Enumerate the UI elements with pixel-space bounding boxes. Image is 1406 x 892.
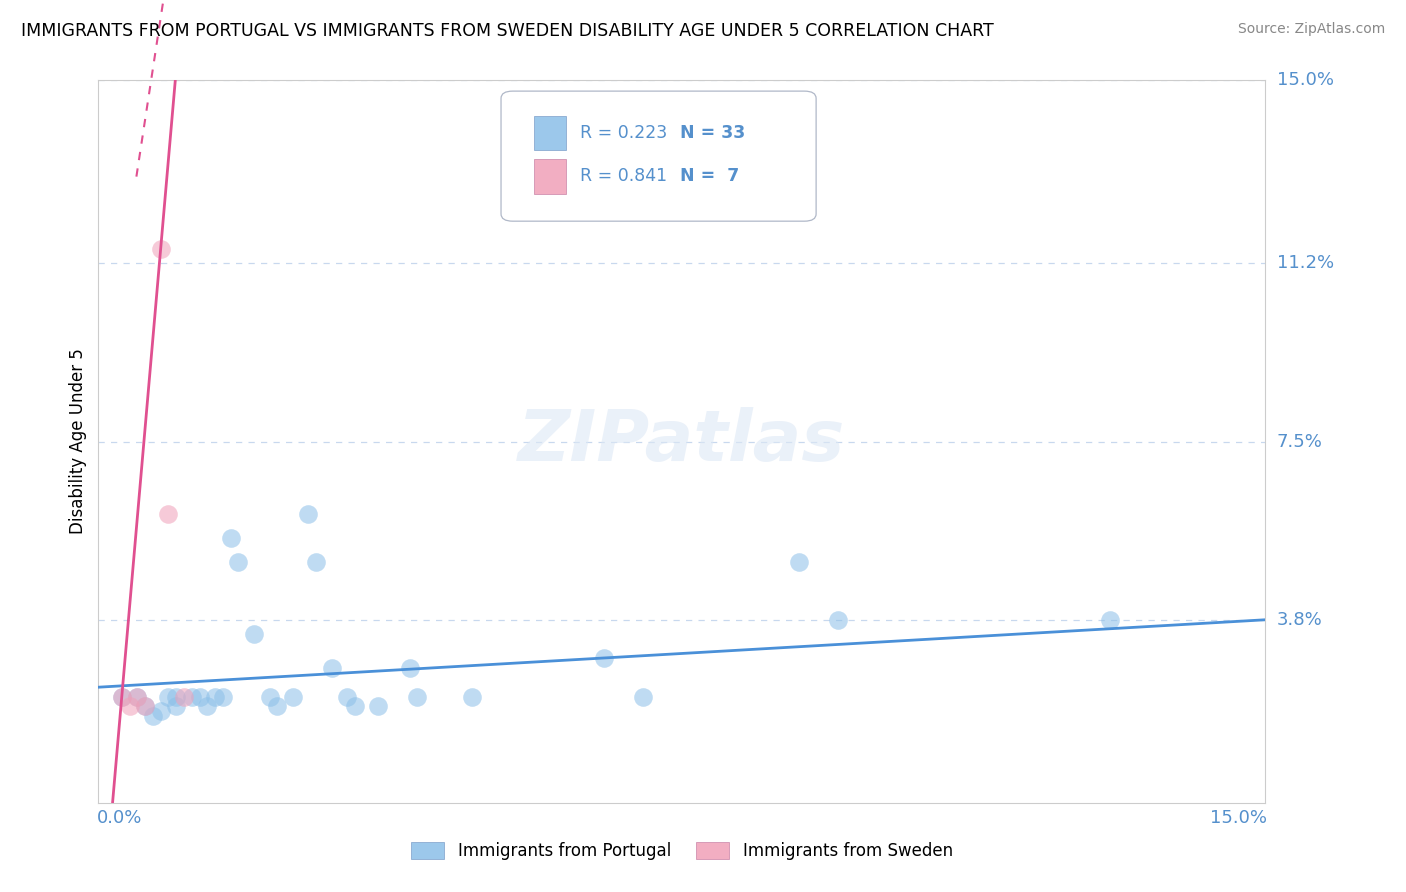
FancyBboxPatch shape: [534, 159, 567, 194]
Point: [134, 699, 156, 714]
Point: [305, 555, 328, 569]
Point: [204, 690, 226, 704]
Point: [827, 613, 849, 627]
Point: [127, 690, 149, 704]
Text: N = 33: N = 33: [679, 124, 745, 142]
Point: [111, 690, 134, 704]
Text: 15.0%: 15.0%: [1277, 71, 1333, 89]
Text: R = 0.841: R = 0.841: [581, 168, 668, 186]
FancyBboxPatch shape: [534, 116, 567, 151]
Point: [142, 709, 165, 723]
Legend: Immigrants from Portugal, Immigrants from Sweden: Immigrants from Portugal, Immigrants fro…: [405, 835, 959, 867]
Point: [631, 690, 654, 704]
Point: [149, 242, 172, 256]
Text: 3.8%: 3.8%: [1277, 611, 1322, 629]
Point: [367, 699, 389, 714]
Point: [593, 651, 616, 665]
Point: [149, 704, 172, 718]
Point: [266, 699, 288, 714]
Point: [219, 531, 242, 545]
Point: [180, 690, 202, 704]
Point: [212, 690, 235, 704]
Text: 0.0%: 0.0%: [97, 808, 142, 827]
Point: [173, 690, 195, 704]
Point: [297, 507, 319, 521]
Point: [157, 690, 180, 704]
Text: R = 0.223: R = 0.223: [581, 124, 668, 142]
Point: [243, 627, 266, 641]
Point: [1098, 613, 1121, 627]
Point: [281, 690, 304, 704]
Point: [118, 699, 141, 714]
Point: [111, 690, 134, 704]
Point: [406, 690, 429, 704]
Point: [165, 690, 187, 704]
Point: [461, 690, 484, 704]
Text: ZIPatlas: ZIPatlas: [519, 407, 845, 476]
Point: [134, 699, 156, 714]
Point: [336, 690, 359, 704]
Point: [157, 507, 180, 521]
Text: IMMIGRANTS FROM PORTUGAL VS IMMIGRANTS FROM SWEDEN DISABILITY AGE UNDER 5 CORREL: IMMIGRANTS FROM PORTUGAL VS IMMIGRANTS F…: [21, 22, 994, 40]
Point: [228, 555, 250, 569]
Point: [344, 699, 367, 714]
Point: [127, 690, 149, 704]
Text: 15.0%: 15.0%: [1209, 808, 1267, 827]
Point: [259, 690, 281, 704]
Y-axis label: Disability Age Under 5: Disability Age Under 5: [69, 349, 87, 534]
Point: [165, 699, 187, 714]
Point: [787, 555, 810, 569]
Text: Source: ZipAtlas.com: Source: ZipAtlas.com: [1237, 22, 1385, 37]
Text: N =  7: N = 7: [679, 168, 738, 186]
Text: 7.5%: 7.5%: [1277, 433, 1323, 450]
Point: [188, 690, 211, 704]
Text: 11.2%: 11.2%: [1277, 254, 1334, 272]
Point: [398, 661, 420, 675]
FancyBboxPatch shape: [501, 91, 815, 221]
Point: [321, 661, 343, 675]
Point: [195, 699, 218, 714]
